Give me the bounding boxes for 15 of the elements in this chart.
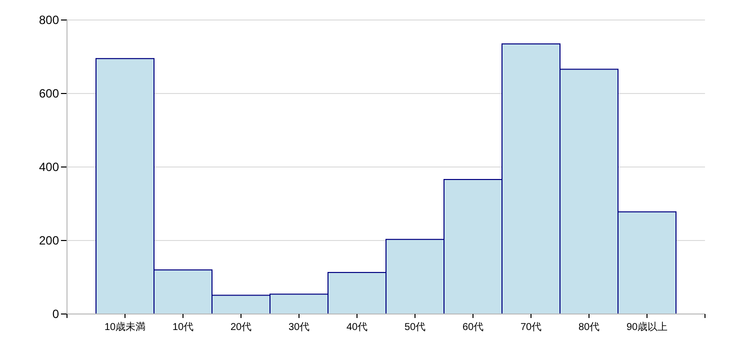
x-tick-label: 40代 xyxy=(346,322,368,333)
x-tick-label: 80代 xyxy=(578,322,600,333)
y-tick-label: 600 xyxy=(38,86,60,100)
x-tick-label: 20代 xyxy=(230,322,252,333)
x-tick-label: 60代 xyxy=(462,322,484,333)
x-tick-label: 10歳未満 xyxy=(104,321,146,333)
y-tick-label: 0 xyxy=(52,307,60,321)
y-tick-label: 400 xyxy=(38,160,60,174)
y-tick-label: 800 xyxy=(38,13,60,27)
x-tick-label: 90歳以上 xyxy=(626,321,668,333)
x-tick-label: 30代 xyxy=(288,322,310,333)
x-tick-label: 50代 xyxy=(404,322,426,333)
x-tick-label: 70代 xyxy=(520,322,542,333)
x-tick-label: 10代 xyxy=(172,322,194,333)
y-tick-label: 200 xyxy=(38,234,60,248)
